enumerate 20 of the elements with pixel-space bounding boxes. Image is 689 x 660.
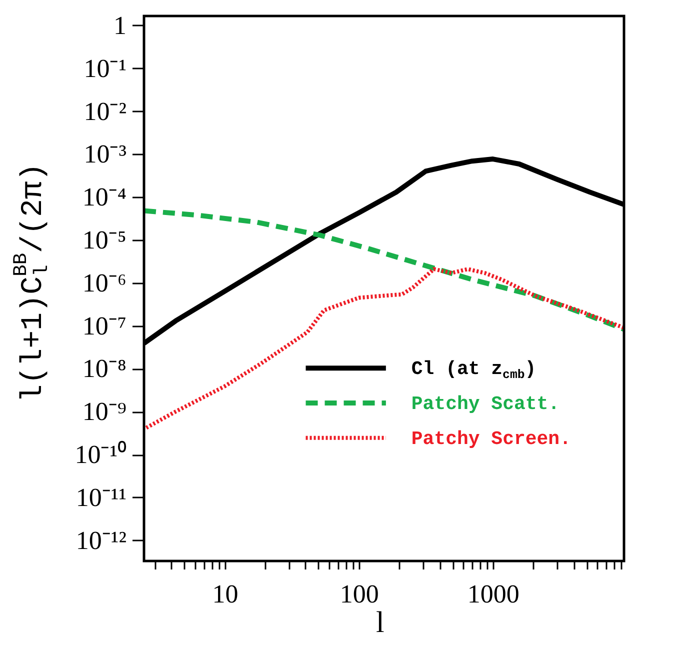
- y-tick-label: 1: [114, 10, 126, 40]
- y-tick-label: 10⁻²: [84, 96, 127, 126]
- y-tick-label: 10⁻¹: [84, 54, 126, 83]
- y-tick-label: 10⁻⁸: [82, 354, 126, 384]
- legend-label: Patchy Scatt.: [411, 392, 560, 415]
- y-tick-label: 10⁻⁴: [82, 182, 126, 212]
- x-axis-title: l: [376, 606, 384, 639]
- legend-label: Patchy Screen.: [411, 428, 571, 450]
- y-tick-label: 10⁻⁵: [82, 225, 126, 254]
- y-tick-label: 10⁻⁹: [82, 397, 126, 426]
- x-tick-label: 100: [340, 580, 379, 608]
- y-axis-title: l(l+1)ClBB/(2π): [10, 162, 53, 402]
- x-tick-label: 1000: [467, 580, 520, 608]
- y-tick-label: 10⁻³: [84, 140, 127, 169]
- x-tick-label: 10: [212, 580, 238, 608]
- y-tick-label: 10⁻⁷: [82, 311, 126, 340]
- y-tick-label: 10⁻¹¹: [76, 482, 126, 512]
- y-tick-label: 10⁻¹²: [76, 526, 127, 555]
- y-tick-label: 10⁻¹⁰: [74, 440, 126, 470]
- y-tick-label: 10⁻⁶: [82, 268, 126, 298]
